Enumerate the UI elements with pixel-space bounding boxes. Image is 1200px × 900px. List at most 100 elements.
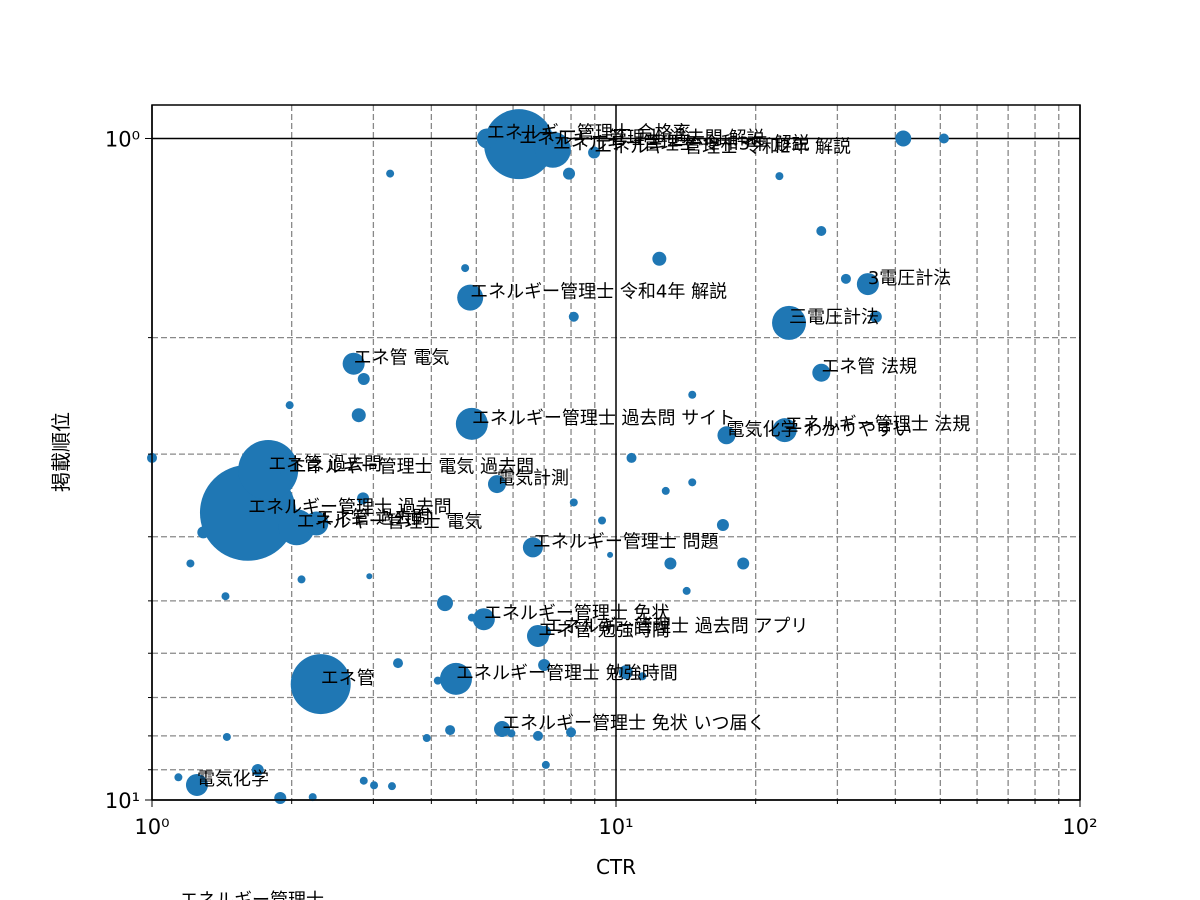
bubble [221,592,230,601]
point-label: エネルギー管理士 法規 [785,414,971,435]
bubble [716,519,729,532]
bubble [386,169,395,178]
bubble [618,665,633,680]
bubble [626,452,637,463]
bubble [472,608,495,631]
point-label: エネルギー管理士 電気 過去問 [289,457,534,478]
bubble [532,730,543,741]
bubble [840,273,851,284]
bubble [285,401,294,410]
bubble [484,109,555,180]
bubble [487,475,506,494]
bubble [251,764,264,777]
bubble [682,586,691,595]
bubble [772,305,807,340]
bubble [688,478,697,487]
point-label: エネルギー管理士 過去問 [248,497,452,518]
bubble [308,793,317,802]
point-label: エネルギー管理士 問題 [533,531,719,552]
bubble [494,720,511,737]
bubble [342,352,365,375]
bubble [652,251,667,266]
bubbles [147,109,949,804]
bubble [445,725,456,736]
point-label: エネルギー管理士 過去問 アプリ [545,616,808,637]
point-label: エネ管 [321,668,375,689]
bubble [568,311,579,322]
point-label: エネ管 過去問 [268,454,382,475]
bubble [387,782,396,791]
bubble [569,498,578,507]
point-label: 電気計測 [497,468,569,489]
point-label: エネ管 法規 [821,357,917,378]
point-label: エネ管 過去問 [316,508,430,529]
grid [151,105,1081,801]
bubble [439,662,472,695]
point-label: エネルギー管理士 令和2年 解説 [594,136,851,157]
bubble [359,776,368,785]
bubble [598,516,607,525]
bubble [816,226,827,237]
bubble [186,559,195,568]
point-label: エネルギー管理士 免状 いつ届く [502,713,765,734]
bubble [856,273,879,296]
bubble [717,426,736,445]
bubble [538,658,551,671]
y-tick-label: 10⁰ [105,127,140,151]
point-label: エネルギー管理士 過去問 解説 [519,128,764,149]
y-axis-label: 掲載順位 [49,412,73,492]
x-tick-label: 10² [1062,815,1097,839]
bubble [457,284,484,311]
bubble [280,464,297,481]
x-tick-label: 10¹ [598,815,633,839]
bubble [174,773,183,782]
x-axis-label: CTR [596,855,636,879]
bubble [238,439,299,500]
y-tick-label: 10¹ [105,789,140,813]
bubble [351,408,366,423]
point-label: エネ管 電気 [354,348,450,369]
bubble [895,130,912,147]
point-label: 3電圧計法 [868,268,951,289]
bubble [661,486,670,495]
bubble [563,167,576,180]
point-label: 電気化学 [197,769,269,790]
bubble [607,551,614,558]
footer-annotation: エネルギー管理士 [180,890,324,900]
point-label: 三電圧計法 [789,307,879,328]
bubble [222,732,231,741]
point-label: 電気化学 わかりやすい [726,419,912,440]
point-label: エネルギー管理士 令和4年 解説 [470,282,727,303]
bubble [522,537,543,558]
bubble [393,658,404,669]
bubble [737,557,750,570]
bubble [772,418,797,443]
bubble [588,146,601,159]
bubble [357,492,370,505]
point-label: エネルギー管理士 過去問 サイト [472,408,735,429]
bubble [541,760,550,769]
bubble [357,373,370,386]
bubble [812,363,831,382]
bubble [455,407,488,440]
bubble [297,575,306,584]
bubble [370,781,379,790]
bubble [688,390,697,399]
bubble [185,773,208,796]
point-label: エネルギー管理士 免状 [484,603,670,624]
bubble [775,172,784,181]
bubble [638,672,647,681]
point-label: エネルギー管理士 電気 [297,511,483,532]
bubble [366,573,373,580]
point-label: エネルギー管理士 勉強時間 [456,663,678,684]
bubble [304,511,329,536]
bubble [433,676,442,685]
bubble [664,557,677,570]
bubble [290,654,351,715]
point-label: エネルギー管理士 合格率 [487,122,691,143]
point-label: エネルギー管理士 令和3年 解説 [553,134,810,155]
bubble [938,133,949,144]
